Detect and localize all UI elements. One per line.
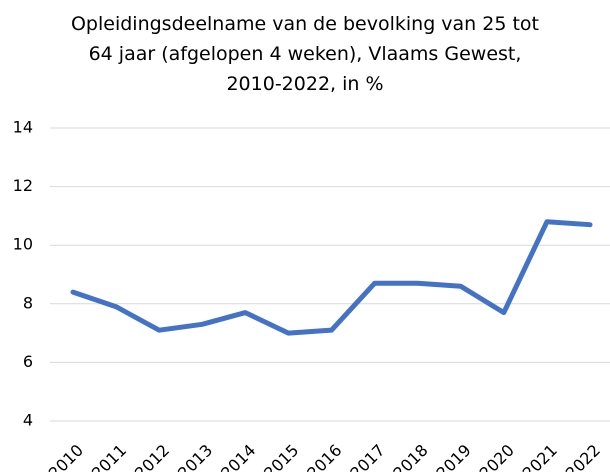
x-tick-label: 2012 [131,441,173,472]
x-tick-label: 2021 [519,441,561,472]
y-tick-label: 12 [13,176,33,195]
x-tick-label: 2019 [433,441,475,472]
x-tick-label: 2010 [45,441,87,472]
x-tick-label: 2014 [217,441,259,472]
x-tick-label: 2020 [476,441,518,472]
x-tick-label: 2015 [260,441,302,472]
y-tick-label: 4 [23,411,33,430]
y-tick-label: 8 [23,293,33,312]
x-tick-label: 2013 [174,441,216,472]
chart-title: Opleidingsdeelname van de bevolking van … [71,13,539,35]
y-tick-label: 10 [13,235,33,254]
x-tick-label: 2018 [389,441,431,472]
x-tick-label: 2011 [88,441,130,472]
y-tick-label: 6 [23,352,33,371]
x-tick-label: 2017 [346,441,388,472]
x-tick-label: 2022 [562,441,604,472]
chart-title: 2010-2022, in % [226,73,383,95]
data-line [70,219,593,336]
chart-title: 64 jaar (afgelopen 4 weken), Vlaams Gewe… [89,43,522,65]
x-tick-label: 2016 [303,441,345,472]
y-tick-label: 14 [13,118,33,137]
